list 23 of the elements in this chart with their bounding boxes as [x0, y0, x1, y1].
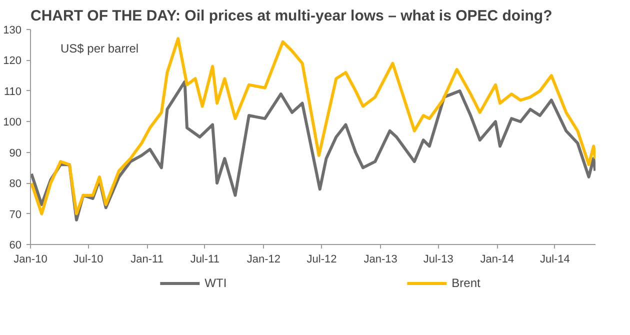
y-tick-label: 90 [9, 147, 22, 160]
chart-title: CHART OF THE DAY: Oil prices at multi-year lows – what is OPEC doing? [30, 8, 552, 24]
x-tick-label: Jul-12 [306, 254, 337, 266]
y-tick-label: 130 [3, 24, 22, 36]
x-tick-label: Jan-11 [130, 254, 164, 266]
x-tick-label: Jul-11 [190, 254, 220, 266]
x-tick-label: Jul-13 [423, 254, 454, 266]
x-tick-label: Jul-14 [540, 254, 570, 266]
y-tick-label: 70 [9, 208, 22, 221]
y-tick-label: 120 [3, 55, 22, 68]
y-tick-label: 110 [4, 86, 22, 98]
x-tick-label: Jan-14 [480, 254, 514, 266]
y-tick-label: 80 [9, 178, 22, 190]
line-series [30, 37, 596, 216]
legend-label: Brent [452, 276, 480, 290]
x-tick-label: Jan-13 [364, 254, 398, 266]
annotation: US$ per barrel [60, 42, 139, 56]
x-tick-label: Jul-10 [73, 254, 104, 266]
x-tick-label: Jan-12 [246, 254, 280, 266]
legend-label: WTI [204, 276, 227, 290]
y-tick-label: 60 [9, 240, 22, 252]
x-tick-label: Jan-10 [14, 254, 48, 266]
y-tick-label: 100 [3, 116, 22, 129]
